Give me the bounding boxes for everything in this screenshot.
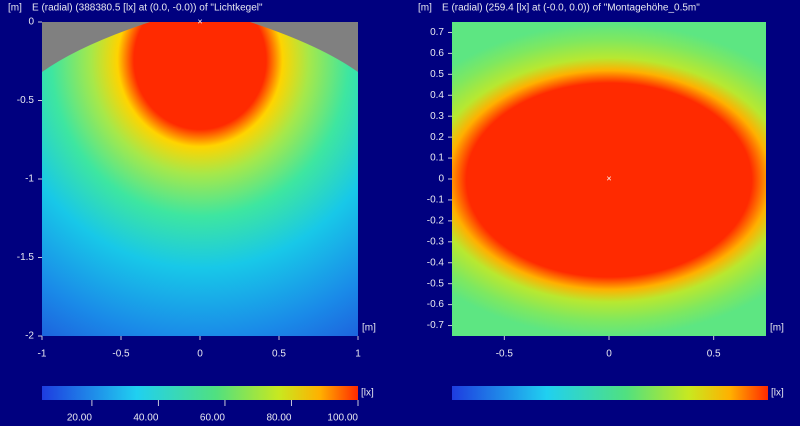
colorbar-unit: [lx]: [771, 388, 784, 399]
y-tick-label: -0.4: [427, 257, 445, 268]
x-tick-label: -0.5: [112, 349, 130, 360]
colorbar-unit: [lx]: [361, 388, 374, 399]
y-tick-label: 0: [438, 174, 444, 185]
y-tick-label: 0.1: [430, 153, 444, 164]
x-tick-label: 0: [606, 349, 612, 360]
y-tick-label: -0.7: [427, 320, 445, 331]
colorbar-left: [42, 386, 358, 400]
y-tick-label: -2: [25, 331, 34, 342]
y-unit: [m]: [418, 3, 432, 14]
y-tick-label: -0.5: [17, 95, 35, 106]
x-unit: [m]: [362, 323, 376, 334]
colorbar-tick-label: 20.00: [67, 413, 92, 424]
y-tick-label: 0: [28, 17, 34, 28]
y-tick-label: -0.6: [427, 299, 445, 310]
svg-text:×: ×: [606, 173, 611, 183]
y-tick-label: -1: [25, 174, 34, 185]
y-tick-label: 0.4: [430, 90, 444, 101]
y-tick-label: -0.3: [427, 236, 445, 247]
x-tick-label: -1: [38, 349, 47, 360]
y-tick-label: 0.3: [430, 111, 444, 122]
y-unit: [m]: [8, 3, 22, 14]
x-tick-label: -0.5: [496, 349, 514, 360]
plot-title: E (radial) (388380.5 [lx] at (0.0, -0.0)…: [32, 3, 263, 14]
colorbar-tick-label: 40.00: [133, 413, 158, 424]
y-tick-label: 0.2: [430, 132, 444, 143]
y-tick-label: -0.5: [427, 278, 445, 289]
y-tick-label: -1.5: [17, 252, 35, 263]
svg-text:×: ×: [197, 16, 202, 26]
y-tick-label: 0.7: [430, 27, 444, 38]
x-tick-label: 0.5: [272, 349, 286, 360]
heatmap-right: ×: [452, 22, 766, 336]
heatmap-left: ×: [42, 16, 358, 336]
colorbar-tick-label: 60.00: [200, 413, 225, 424]
y-tick-label: 0.5: [430, 69, 444, 80]
colorbar-tick-label: 80.00: [266, 413, 291, 424]
colorbar-right: [452, 386, 768, 400]
x-tick-label: 0: [197, 349, 203, 360]
plot-title: E (radial) (259.4 [lx] at (-0.0, 0.0)) o…: [442, 3, 700, 14]
y-tick-label: 0.6: [430, 48, 444, 59]
y-tick-label: -0.2: [427, 216, 445, 227]
colorbar-tick-label: 100.00: [327, 413, 358, 424]
x-tick-label: 1: [355, 349, 361, 360]
x-tick-label: 0.5: [707, 349, 721, 360]
y-tick-label: -0.1: [427, 195, 445, 206]
x-unit: [m]: [770, 323, 784, 334]
